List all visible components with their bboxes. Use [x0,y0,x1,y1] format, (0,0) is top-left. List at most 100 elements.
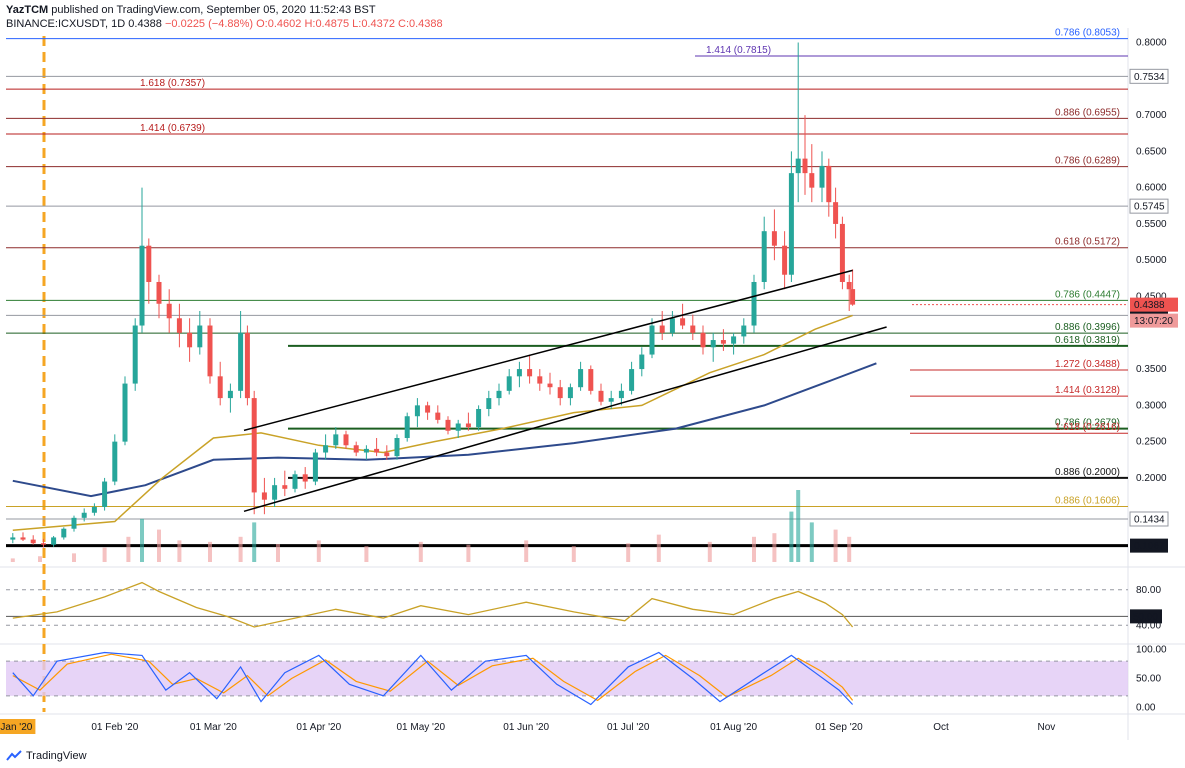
candle-body [394,438,400,457]
candle-body [272,485,278,500]
candle-body [139,245,145,326]
price-level-tag: 0.1434 [1129,511,1169,527]
candle-body [227,390,233,399]
y-tick-label: 0.5000 [1136,255,1167,266]
candle-body [761,231,767,282]
y-tick-label: 0.5500 [1136,219,1167,230]
countdown-box [1130,313,1178,328]
candle-body [156,281,162,304]
brand-label: TradingView [26,750,87,762]
candle-body [353,445,359,453]
price-level-box [1129,68,1169,84]
candle-body [846,281,852,290]
candle-body [40,543,46,545]
rsi-highlight-text: 50.00 [1133,612,1158,623]
price-level-box [1129,511,1169,527]
candle-body [741,325,747,337]
channel-upper-line [243,269,853,432]
x-tick-label: 01 Aug '20 [710,722,757,733]
x-tick-label: 01 Apr '20 [296,722,341,733]
candle-body [374,448,380,453]
fib-level-label: 1.618 (0.2616) [1055,422,1120,433]
y-tick-label: 0.7000 [1136,110,1167,121]
volume-bar [10,558,15,562]
candle-body [81,512,87,518]
candle-body [384,452,390,457]
candle-body [649,325,655,355]
volume-bar [177,540,182,562]
volume-bar [276,544,280,562]
volume-bar [418,541,423,562]
x-tick-label: 01 Jan '20 [0,722,33,733]
current-price-text: 0.4388 [1134,300,1165,311]
candle-body [639,354,645,370]
candle-body [207,325,213,377]
candle-body [91,506,97,513]
candle-body [217,376,223,399]
volume-bar [772,533,777,562]
candle-body [244,332,250,399]
candle-body [51,537,57,545]
candle-body [312,452,318,482]
fib-level-label: 0.886 (0.1606) [1055,496,1120,507]
candle-body [578,369,584,388]
price-level-text: 0.7534 [1134,72,1165,83]
candle-body [802,158,808,174]
candle-body [782,245,788,275]
candle-body [20,537,26,540]
x-tick-label: 01 Sep '20 [815,722,863,733]
volume-bar [626,543,631,562]
volume-bar [364,546,369,562]
y-tick-label: 0.6000 [1136,183,1167,194]
candle-body [839,223,845,282]
fib-level-label: 0.886 (0.2000) [1055,467,1120,478]
footer: TradingView [6,750,87,762]
candle-body [414,405,420,417]
stoch-k-line [12,651,854,706]
candle-body [102,481,108,507]
candle-body [680,318,686,326]
stoch-tick-label: 50.00 [1136,674,1161,685]
fib-level-label: 1.272 (0.3488) [1055,359,1120,370]
candle-body [476,408,482,428]
candle-body [588,369,594,391]
volume-bar [252,522,257,562]
volume-bar [796,490,801,562]
candle-body [10,537,16,540]
author-name[interactable]: YazTCM [6,4,49,16]
candle-body [826,165,832,203]
rsi-highlight-box [1130,609,1162,624]
price-level-text: 0.5745 [1134,202,1165,213]
candle-body [363,448,369,453]
symbol-label[interactable]: BINANCE:ICXUSDT, 1D [6,18,126,30]
volume-bar [208,541,212,562]
stoch-tick-label: 100.00 [1136,645,1167,656]
price-level-box [1129,198,1169,214]
candle-body [292,474,298,489]
candle-body [425,405,431,413]
price-level-tag: 0.1067 [1130,538,1168,553]
stoch-d-line [12,653,854,702]
price-level-box [1130,538,1168,553]
y-tick-label: 0.2500 [1136,437,1167,448]
price-level-tag: 0.5745 [1129,198,1169,214]
volume-bar [238,536,243,562]
candle-body [567,387,573,399]
price-change: −0.0225 (−4.88%) [164,18,254,30]
volume-bar [140,518,144,562]
y-tick-label: 0.6500 [1136,146,1167,157]
candle-body [197,325,203,348]
candle-body [238,332,244,391]
candle-body [751,281,757,326]
candle-body [445,419,451,431]
fib-level-label: 0.786 (0.4447) [1055,289,1120,300]
candle-body [30,539,36,544]
candle-body [282,485,288,489]
y-tick-label: 0.8000 [1136,38,1167,49]
volume-bar [847,536,852,562]
rsi-tick-label: 40.00 [1136,620,1161,631]
price-level-tag: 0.7534 [1129,68,1169,84]
candle-body [176,318,182,333]
y-tick-label: 0.4500 [1136,292,1167,303]
